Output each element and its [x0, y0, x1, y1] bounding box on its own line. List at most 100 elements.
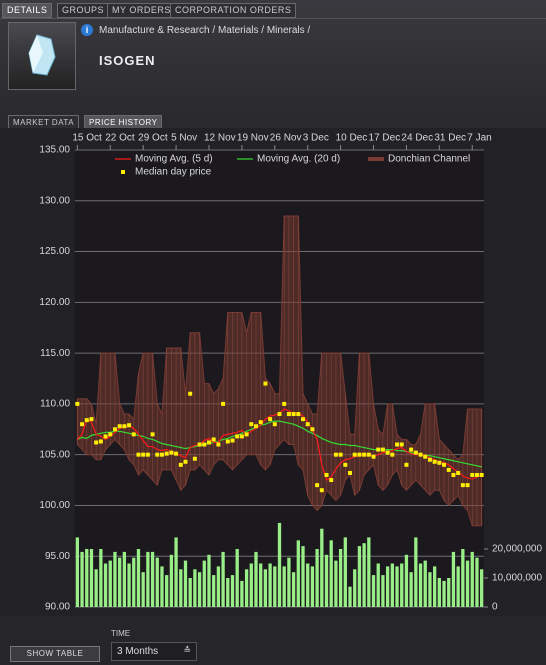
median-point [310, 427, 315, 432]
volume-bar [216, 566, 221, 607]
breadcrumb[interactable]: Manufacture & Research / Materials / Min… [99, 25, 311, 36]
volume-bar [249, 563, 253, 607]
legend-swatch [368, 157, 384, 161]
volume-bar [165, 575, 169, 607]
x-tick-label: 7 Jan [467, 133, 491, 144]
median-point [404, 462, 409, 467]
median-point [282, 401, 287, 406]
volume-bar [324, 554, 329, 607]
median-point [211, 437, 216, 442]
median-point [451, 472, 456, 477]
median-point [164, 451, 169, 456]
median-point [258, 420, 263, 425]
volume-bar [99, 549, 103, 607]
volume-bar [277, 522, 282, 607]
time-dropdown[interactable]: 3 Months ≛ [111, 642, 197, 661]
median-point [418, 452, 423, 457]
median-point [291, 412, 296, 417]
volume-bar [385, 566, 390, 607]
volume-bar [254, 551, 258, 607]
volume-bar [334, 560, 338, 607]
median-point [183, 459, 188, 464]
volume-bar [103, 563, 108, 607]
y2-tick-label: 20,000,000 [492, 544, 542, 555]
median-point [442, 462, 447, 467]
median-point [423, 454, 428, 459]
volume-bar [428, 572, 432, 607]
volume-bar [188, 578, 192, 607]
median-point [206, 440, 211, 445]
volume-bar [80, 551, 84, 607]
median-point [395, 442, 400, 447]
volume-bar [338, 549, 343, 607]
y-tick-label: 95.00 [45, 551, 70, 562]
median-point [380, 447, 385, 452]
volume-bar [212, 575, 216, 607]
tab[interactable]: GROUPS [57, 3, 110, 18]
y-tick-label: 105.00 [39, 449, 70, 460]
median-point [376, 447, 381, 452]
median-point [225, 439, 230, 444]
volume-bar [122, 551, 127, 607]
volume-bar [155, 557, 159, 607]
x-tick-label: 26 Nov [270, 133, 302, 144]
price-chart: 90.00 95.00 100.00 105.00 110.00 115.00 120.00… [0, 128, 546, 616]
x-tick-label: 12 Nov [204, 133, 236, 144]
volume-bar [235, 549, 239, 607]
tab[interactable]: MY ORDERS [107, 3, 176, 18]
median-point [169, 450, 174, 455]
tab[interactable]: DETAILS [2, 3, 53, 18]
median-point [409, 447, 414, 452]
median-point [122, 424, 127, 429]
median-point [390, 452, 395, 457]
y-tick-label: 115.00 [40, 348, 70, 359]
y-tick-label: 110.00 [40, 399, 70, 410]
volume-bar [118, 557, 122, 607]
median-point [89, 417, 94, 422]
show-table-button[interactable]: SHOW TABLE [10, 646, 100, 662]
median-point [141, 452, 146, 457]
x-tick-label: 3 Dec [303, 133, 329, 144]
median-point [221, 401, 226, 406]
median-point [460, 483, 465, 488]
dropdown-arrow: ≛ [183, 645, 191, 655]
median-point [385, 450, 390, 455]
volume-bar [263, 569, 268, 607]
volume-bar [461, 549, 465, 607]
crystal [28, 34, 56, 76]
median-point [446, 467, 451, 472]
x-tick-label: 17 Dec [369, 133, 401, 144]
median-point [263, 381, 268, 386]
volume-bar [197, 572, 202, 607]
median-point [98, 439, 103, 444]
volume-bar [442, 580, 446, 607]
median-point [277, 412, 282, 417]
volume-bar [202, 560, 206, 607]
median-point [84, 418, 89, 423]
median-point [178, 462, 183, 467]
tab[interactable]: CORPORATION ORDERS [170, 3, 297, 18]
median-point [301, 417, 306, 422]
divider [0, 18, 546, 19]
median-point [150, 432, 155, 437]
median-point [159, 452, 164, 457]
volume-bar [395, 566, 399, 607]
median-point [286, 412, 291, 417]
volume-bar [221, 551, 225, 607]
median-point [136, 452, 141, 457]
median-point [244, 432, 249, 437]
info-icon[interactable]: i [81, 24, 93, 36]
volume-bar [136, 549, 141, 607]
legend-label: Donchian Channel [388, 154, 470, 165]
median-point [357, 452, 362, 457]
volume-bar [310, 566, 315, 607]
volume-bar [89, 549, 94, 607]
volume-bar [470, 551, 474, 607]
volume-bar [423, 560, 427, 607]
y-tick-label: 90.00 [45, 602, 70, 613]
x-tick-label: 19 Nov [237, 133, 269, 144]
median-point [399, 442, 404, 447]
volume-bar [193, 569, 197, 607]
volume-bar [353, 569, 357, 607]
volume-bar [230, 575, 235, 607]
